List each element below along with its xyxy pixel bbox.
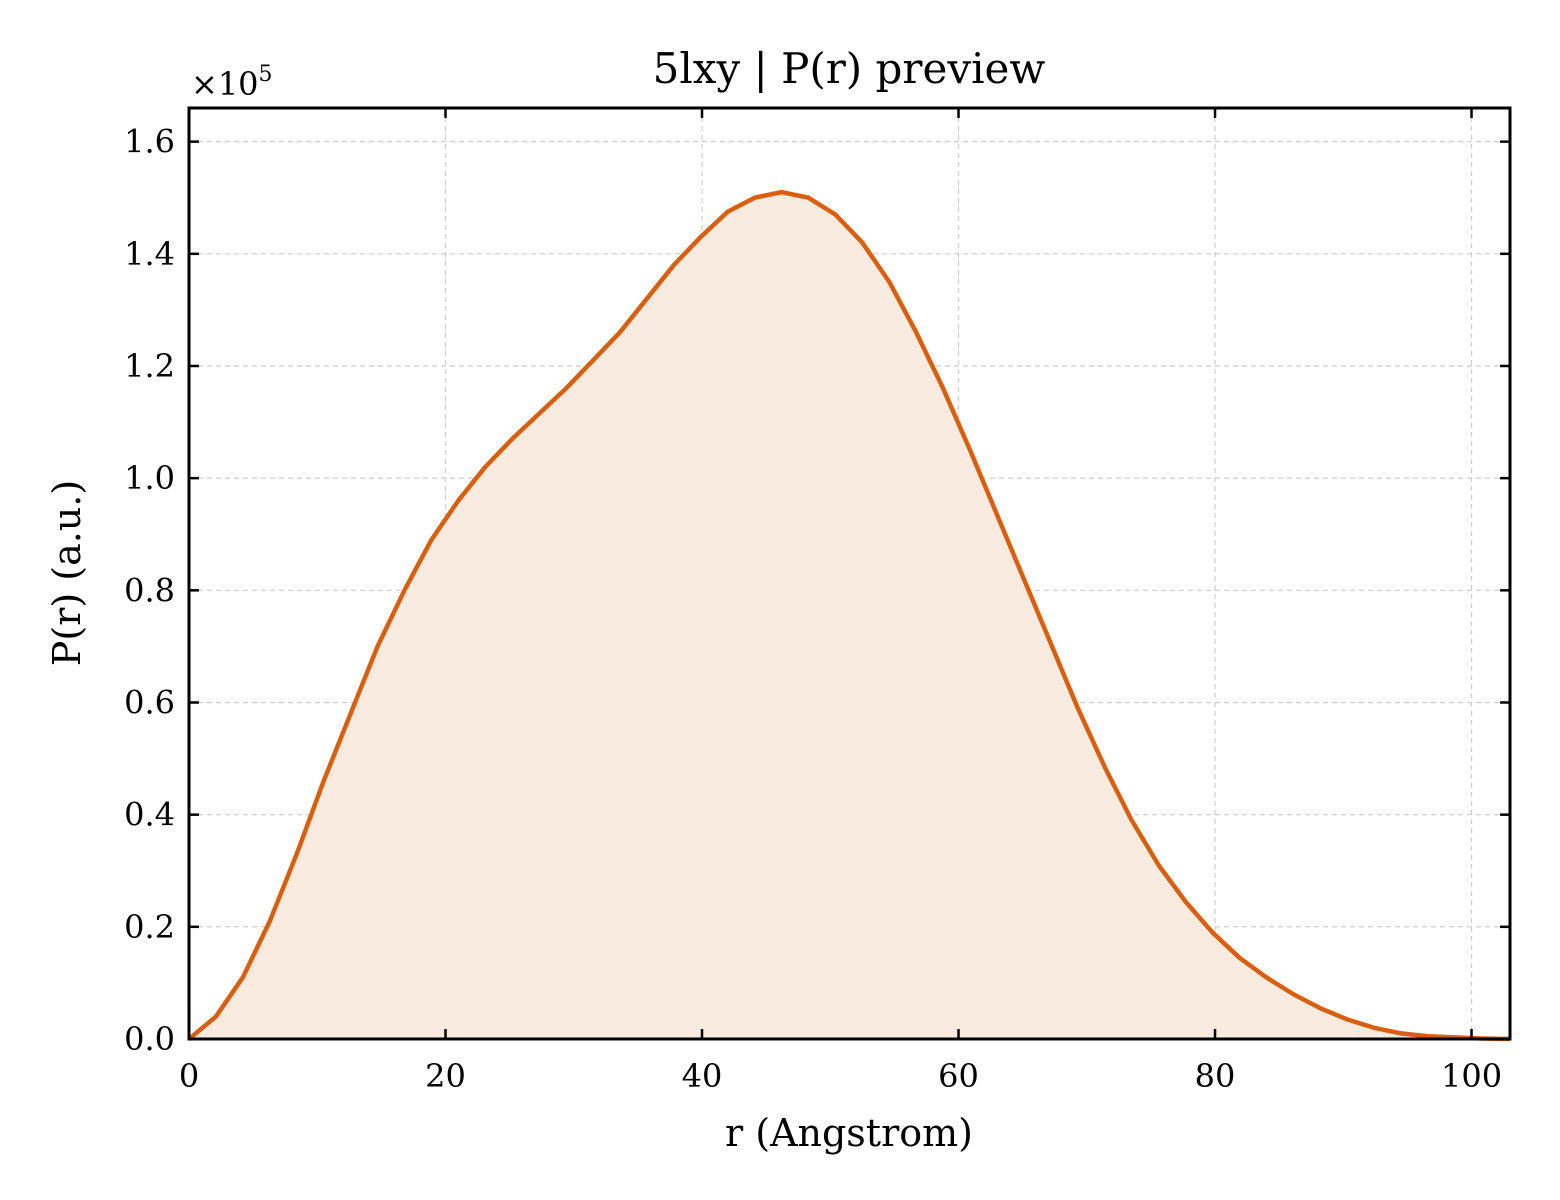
y-multiplier: ×105	[191, 62, 273, 103]
y-multiplier-exponent: 5	[259, 62, 273, 87]
ticks: 0 20 40 60 80 100 0.0 0.2 0.4 0.6 0.8 1.0 1.2 1.4 1.6	[124, 108, 1510, 1095]
y-tick-label: 0.8	[124, 571, 175, 609]
x-tick-label: 40	[682, 1057, 723, 1095]
series-line	[187, 189, 1511, 1042]
x-axis-label: r (Angstrom)	[725, 1111, 973, 1155]
x-tick-label: 80	[1195, 1057, 1236, 1095]
x-tick-label: 0	[179, 1057, 199, 1095]
y-axis-label: P(r) (a.u.)	[45, 480, 89, 666]
y-tick-label: 0.2	[124, 908, 175, 946]
y-tick-label: 0.4	[124, 796, 175, 834]
plot-frame	[187, 106, 1512, 1041]
y-tick-label: 1.6	[124, 123, 175, 161]
x-tick-label: 100	[1441, 1057, 1502, 1095]
x-tick-label: 60	[938, 1057, 979, 1095]
chart-title: 5lxy | P(r) preview	[653, 44, 1046, 93]
y-tick-label: 0.0	[124, 1020, 175, 1058]
y-tick-label: 0.6	[124, 683, 175, 721]
x-tick-label: 20	[425, 1057, 466, 1095]
area-fill	[189, 192, 1510, 1039]
y-tick-label: 1.0	[124, 459, 175, 497]
y-tick-label: 1.4	[124, 235, 175, 273]
y-tick-label: 1.2	[124, 347, 175, 385]
